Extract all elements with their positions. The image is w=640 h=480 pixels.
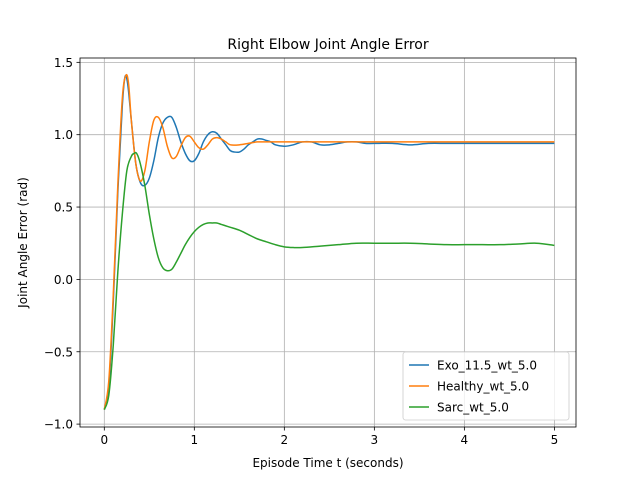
series-line-3 [103, 151, 555, 410]
grid [80, 58, 576, 427]
y-tick-label: 1.0 [54, 128, 73, 142]
axis-ticks: 0 1 2 3 4 5 −1.0 −0.5 0.0 0.5 1.0 1.5 [44, 56, 558, 447]
legend-box [402, 351, 570, 421]
x-tick-label: 4 [461, 433, 469, 447]
y-axis-label: Joint Angle Error (rad) [16, 177, 30, 309]
legend-label-2: Healthy_wt_5.0 [437, 380, 529, 394]
series-line-2 [103, 73, 555, 410]
series-line-1 [103, 74, 555, 410]
x-tick-label: 1 [191, 433, 199, 447]
y-tick-label: 1.5 [54, 56, 73, 70]
x-tick-label: 2 [281, 433, 289, 447]
plot-area-frame [79, 57, 577, 428]
x-tick-label: 0 [100, 433, 108, 447]
x-tick-label: 3 [371, 433, 379, 447]
x-tick-label: 5 [551, 433, 559, 447]
series-layer [103, 73, 555, 410]
legend-label-3: Sarc_wt_5.0 [437, 401, 509, 415]
chart-title: Right Elbow Joint Angle Error [227, 37, 428, 53]
y-tick-label: 0.5 [54, 201, 73, 215]
y-tick-label: −0.5 [44, 345, 73, 359]
legend: Exo_11.5_wt_5.0 Healthy_wt_5.0 Sarc_wt_5.0 [402, 351, 570, 421]
y-tick-label: −1.0 [44, 418, 73, 432]
y-tick-label: 0.0 [54, 273, 73, 287]
legend-label-1: Exo_11.5_wt_5.0 [437, 359, 537, 373]
x-axis-label: Episode Time t (seconds) [252, 456, 403, 470]
